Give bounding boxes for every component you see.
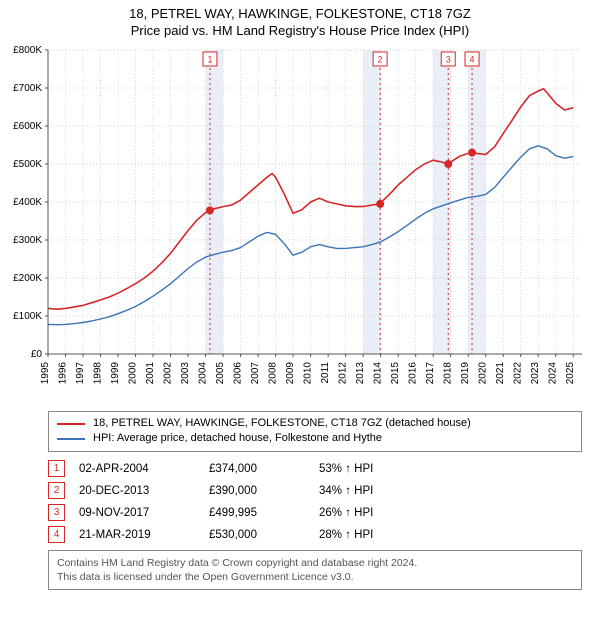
legend-row: 18, PETREL WAY, HAWKINGE, FOLKESTONE, CT…	[57, 416, 573, 431]
svg-text:2008: 2008	[268, 362, 279, 385]
svg-text:2005: 2005	[215, 362, 226, 385]
sale-date: 02-APR-2004	[79, 463, 209, 475]
chart-svg: 1 2 3 4 £0 £100K £200K £300K £400K £500K £600K £700…	[0, 40, 600, 400]
svg-text:2014: 2014	[373, 362, 384, 385]
svg-text:1997: 1997	[75, 362, 86, 385]
svg-text:£300K: £300K	[13, 235, 42, 246]
svg-text:£500K: £500K	[13, 159, 42, 170]
svg-text:3: 3	[446, 55, 451, 65]
legend-label: 18, PETREL WAY, HAWKINGE, FOLKESTONE, CT…	[93, 416, 471, 431]
svg-text:2012: 2012	[338, 362, 349, 385]
sale-marker: 1	[48, 460, 65, 477]
sale-pct: 28% ↑ HPI	[319, 529, 399, 541]
svg-text:£600K: £600K	[13, 121, 42, 132]
footer-line-2: This data is licensed under the Open Gov…	[57, 570, 573, 584]
svg-text:2017: 2017	[425, 362, 436, 385]
sale-pct: 34% ↑ HPI	[319, 485, 399, 497]
svg-text:2006: 2006	[233, 362, 244, 385]
svg-text:£700K: £700K	[13, 83, 42, 94]
svg-text:2022: 2022	[513, 362, 524, 385]
svg-text:£800K: £800K	[13, 45, 42, 56]
title-block: 18, PETREL WAY, HAWKINGE, FOLKESTONE, CT…	[0, 0, 600, 40]
legend-label: HPI: Average price, detached house, Folk…	[93, 431, 382, 446]
sale-price: £390,000	[209, 485, 319, 497]
svg-text:2004: 2004	[198, 362, 209, 385]
svg-text:£200K: £200K	[13, 273, 42, 284]
svg-text:2001: 2001	[145, 362, 156, 385]
svg-text:1: 1	[207, 55, 212, 65]
svg-text:2018: 2018	[443, 362, 454, 385]
svg-text:£0: £0	[31, 349, 43, 360]
svg-text:2013: 2013	[355, 362, 366, 385]
title-line-1: 18, PETREL WAY, HAWKINGE, FOLKESTONE, CT…	[4, 6, 596, 21]
sales-row: 4 21-MAR-2019£530,00028% ↑ HPI	[48, 524, 582, 546]
svg-text:£100K: £100K	[13, 311, 42, 322]
svg-text:1998: 1998	[93, 362, 104, 385]
sale-marker: 4	[48, 526, 65, 543]
svg-text:2020: 2020	[478, 362, 489, 385]
svg-text:2025: 2025	[565, 362, 576, 385]
svg-text:£400K: £400K	[13, 197, 42, 208]
svg-text:2023: 2023	[530, 362, 541, 385]
svg-text:1999: 1999	[110, 362, 121, 385]
sale-date: 20-DEC-2013	[79, 485, 209, 497]
legend-swatch	[57, 438, 85, 440]
svg-text:2007: 2007	[250, 362, 261, 385]
sale-marker: 2	[48, 482, 65, 499]
sale-date: 09-NOV-2017	[79, 507, 209, 519]
legend-swatch	[57, 423, 85, 425]
svg-text:2015: 2015	[390, 362, 401, 385]
chart: 1 2 3 4 £0 £100K £200K £300K £400K £500K £600K £700…	[0, 40, 600, 405]
sale-date: 21-MAR-2019	[79, 529, 209, 541]
sales-row: 1 02-APR-2004£374,00053% ↑ HPI	[48, 458, 582, 480]
svg-text:2019: 2019	[460, 362, 471, 385]
sale-marker: 3	[48, 504, 65, 521]
svg-text:2: 2	[378, 55, 383, 65]
legend-row: HPI: Average price, detached house, Folk…	[57, 431, 573, 446]
sale-price: £499,995	[209, 507, 319, 519]
svg-text:1996: 1996	[58, 362, 69, 385]
sales-row: 3 09-NOV-2017£499,99526% ↑ HPI	[48, 502, 582, 524]
svg-text:2009: 2009	[285, 362, 296, 385]
svg-text:2011: 2011	[320, 362, 331, 384]
sale-price: £530,000	[209, 529, 319, 541]
svg-text:1995: 1995	[40, 362, 51, 385]
sale-pct: 53% ↑ HPI	[319, 463, 399, 475]
title-line-2: Price paid vs. HM Land Registry's House …	[4, 23, 596, 38]
sales-table: 1 02-APR-2004£374,00053% ↑ HPI 2 20-DEC-201…	[48, 458, 582, 546]
sales-row: 2 20-DEC-2013£390,00034% ↑ HPI	[48, 480, 582, 502]
svg-text:2000: 2000	[128, 362, 139, 385]
svg-text:2024: 2024	[548, 362, 559, 385]
footer-line-1: Contains HM Land Registry data © Crown c…	[57, 556, 573, 570]
svg-text:2010: 2010	[303, 362, 314, 385]
legend: 18, PETREL WAY, HAWKINGE, FOLKESTONE, CT…	[48, 411, 582, 452]
sale-price: £374,000	[209, 463, 319, 475]
sale-pct: 26% ↑ HPI	[319, 507, 399, 519]
svg-text:2021: 2021	[495, 362, 506, 385]
svg-text:2016: 2016	[408, 362, 419, 385]
svg-text:4: 4	[470, 55, 475, 65]
svg-text:2002: 2002	[163, 362, 174, 385]
footer: Contains HM Land Registry data © Crown c…	[48, 550, 582, 590]
svg-text:2003: 2003	[180, 362, 191, 385]
